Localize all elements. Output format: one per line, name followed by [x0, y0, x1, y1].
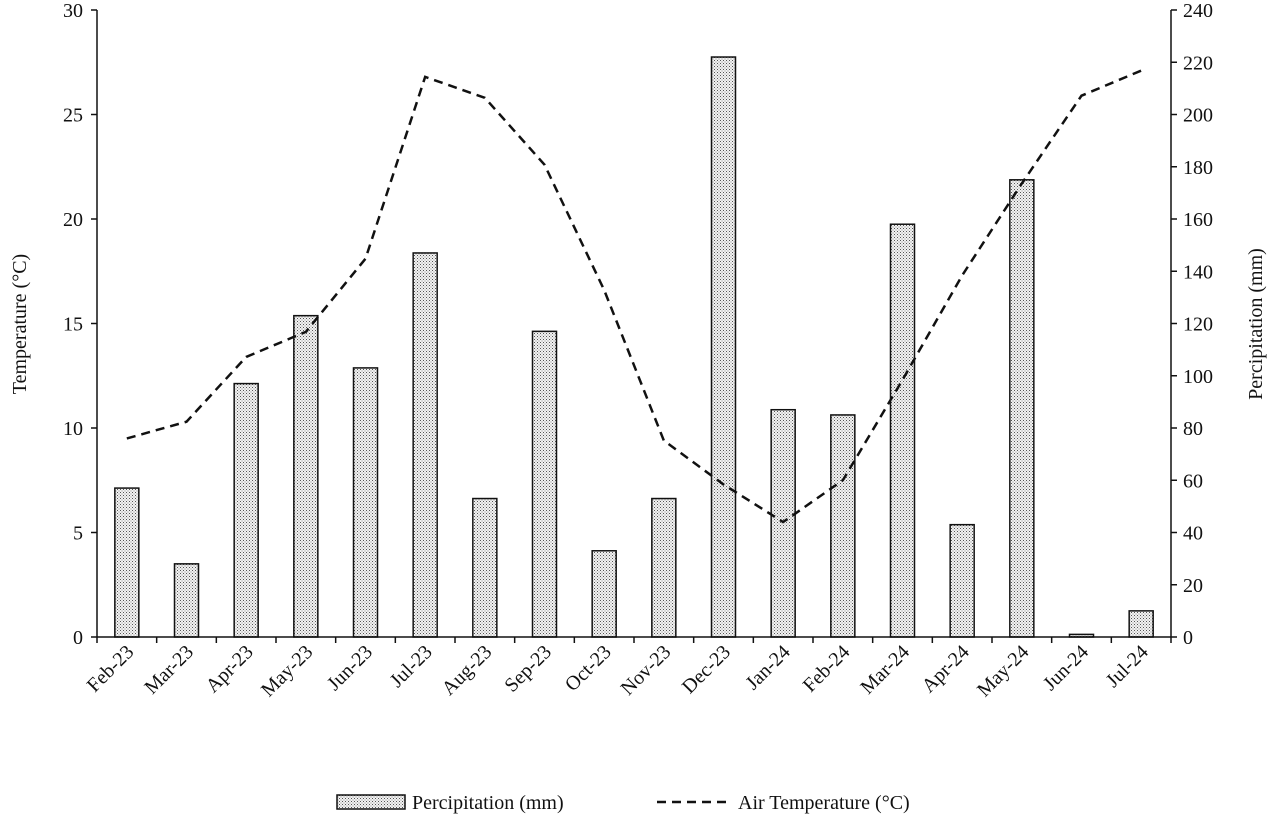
y-tick-label-right: 40: [1183, 523, 1203, 545]
x-tick-label: Aug-23: [438, 641, 497, 700]
x-tick-label: May-23: [257, 641, 317, 701]
y-tick-label-right: 220: [1183, 52, 1213, 74]
line-layer: [126, 69, 1142, 524]
y-tick-label-right: 200: [1183, 105, 1213, 127]
y-tick-label-left: 20: [63, 209, 83, 231]
precipitation-bar: [114, 487, 140, 638]
precipitation-bar: [352, 367, 379, 638]
precipitation-bar: [889, 223, 916, 638]
x-tick-label: Sep-23: [500, 641, 556, 697]
x-tick-label: Feb-24: [799, 641, 855, 697]
x-tick-label: Jun-24: [1039, 641, 1093, 695]
precipitation-bar: [531, 330, 558, 638]
precipitation-bar: [651, 497, 677, 638]
y-tick-label-right: 100: [1183, 366, 1213, 388]
precipitation-bar: [472, 497, 498, 638]
x-tick-label: Jul-24: [1102, 641, 1153, 692]
precipitation-bar: [949, 523, 975, 638]
x-tick-label: Jun-23: [323, 641, 377, 695]
x-tick-label: Feb-23: [83, 641, 139, 697]
y-tick-label-right: 0: [1183, 627, 1193, 649]
precipitation-bar: [1128, 610, 1154, 638]
y-tick-label-left: 15: [63, 314, 83, 336]
x-tick-label: Jul-23: [386, 641, 437, 692]
x-tick-label: Apr-24: [918, 641, 974, 697]
legend-label-precipitation: Percipitation (mm): [412, 792, 564, 814]
precipitation-bar: [710, 56, 737, 638]
legend-label-temperature: Air Temperature (°C): [738, 792, 910, 814]
y-tick-label-left: 25: [63, 105, 83, 127]
y-tick-label-left: 5: [73, 523, 83, 545]
y-tick-label-right: 120: [1183, 314, 1213, 336]
precipitation-bar: [173, 563, 200, 638]
x-tick-label: Mar-23: [140, 641, 198, 699]
y-tick-label-left: 30: [63, 0, 83, 22]
y-axis-label-left: Temperature (°C): [9, 254, 31, 394]
y-tick-label-right: 240: [1183, 0, 1213, 22]
y-axis-label-right: Percipitation (mm): [1245, 248, 1267, 400]
x-tick-label: Nov-23: [617, 641, 676, 700]
precipitation-bar: [830, 414, 856, 638]
precipitation-bar: [293, 314, 319, 638]
x-tick-label: May-24: [973, 641, 1033, 701]
y-tick-label-right: 80: [1183, 418, 1203, 440]
y-tick-label-right: 180: [1183, 157, 1213, 179]
precipitation-bar: [412, 252, 438, 638]
legend: Percipitation (mm) Air Temperature (°C): [336, 792, 910, 814]
y-tick-label-left: 0: [73, 627, 83, 649]
temperature-line: [126, 69, 1142, 524]
y-tick-label-left: 10: [63, 418, 83, 440]
x-tick-label: Dec-23: [678, 641, 735, 698]
precipitation-bar: [233, 382, 259, 638]
y-tick-label-right: 140: [1183, 261, 1213, 283]
y-tick-label-right: 160: [1183, 209, 1213, 231]
legend-swatch-precipitation: [336, 794, 406, 810]
x-tick-label: Apr-23: [202, 641, 258, 697]
y-tick-label-right: 20: [1183, 575, 1203, 597]
precipitation-bar: [1009, 179, 1035, 638]
bars-layer: [114, 56, 1154, 638]
precipitation-bar: [591, 550, 617, 638]
x-tick-label: Mar-24: [856, 641, 914, 699]
x-tick-label: Oct-23: [561, 641, 616, 696]
x-tick-label: Jan-24: [741, 641, 794, 694]
y-tick-label-right: 60: [1183, 470, 1203, 492]
